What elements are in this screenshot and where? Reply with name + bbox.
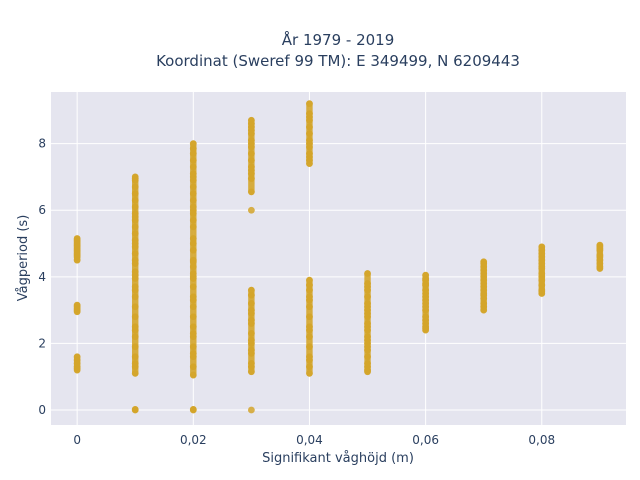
y-axis-label: Vågperiod (s) (16, 215, 31, 302)
x-tick-labels: 0 0,02 0,04 0,06 0,08 (73, 433, 555, 447)
x-tick-label: 0 (73, 433, 81, 447)
x-tick-label: 0,06 (412, 433, 439, 447)
plot-background (51, 92, 626, 425)
x-tick-label: 0,08 (528, 433, 555, 447)
chart-title-line2: Koordinat (Sweref 99 TM): E 349499, N 62… (156, 52, 520, 70)
y-tick-label: 2 (38, 336, 46, 350)
y-tick-label: 4 (38, 270, 46, 284)
chart-title-line1: År 1979 - 2019 (282, 30, 395, 49)
y-tick-labels: 0 2 4 6 8 (38, 137, 46, 417)
x-axis-label: Signifikant våghöjd (m) (262, 451, 414, 466)
x-tick-label: 0,04 (296, 433, 323, 447)
x-tick-label: 0,02 (180, 433, 207, 447)
y-tick-label: 6 (38, 203, 46, 217)
data-point (247, 406, 255, 414)
data-points (73, 100, 604, 414)
data-point (247, 206, 255, 214)
y-tick-label: 8 (38, 137, 46, 151)
y-tick-label: 0 (38, 403, 46, 417)
